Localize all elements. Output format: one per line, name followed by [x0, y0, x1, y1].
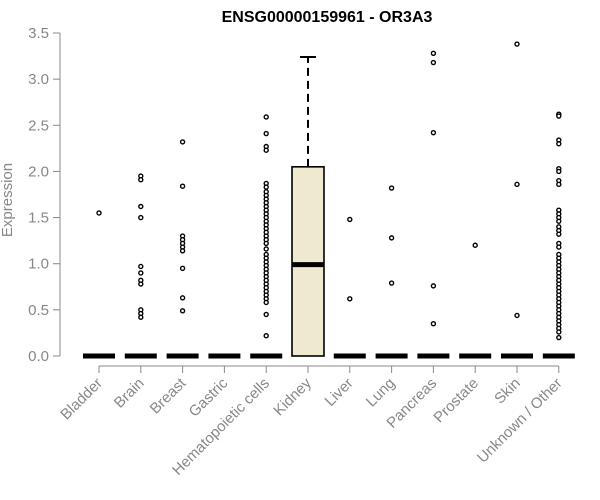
- chart-title: ENSG00000159961 - OR3A3: [222, 9, 433, 26]
- box-unknown-other: [542, 111, 575, 359]
- box-brain: [124, 173, 157, 359]
- outlier-point: [263, 332, 269, 339]
- outlier-point: [263, 184, 269, 190]
- box-kidney: [291, 55, 325, 357]
- outlier-point: [556, 334, 562, 341]
- y-tick-label: 0.0: [28, 348, 49, 365]
- outlier-point: [556, 329, 562, 335]
- outlier-point: [514, 312, 520, 319]
- outlier-point: [556, 141, 562, 147]
- x-tick-label: Liver: [322, 375, 357, 410]
- outlier-point: [263, 246, 269, 252]
- outlier-point: [556, 168, 562, 175]
- outlier-point: [556, 244, 562, 250]
- y-tick-label: 1.5: [28, 210, 49, 227]
- outlier-point: [556, 218, 562, 224]
- outlier-point: [263, 147, 269, 153]
- outlier-point: [263, 114, 269, 120]
- outlier-point: [388, 280, 395, 286]
- outlier-point: [430, 283, 437, 289]
- outlier-point: [138, 214, 144, 221]
- box-liver: [333, 216, 366, 359]
- y-tick-label: 2.5: [28, 117, 49, 134]
- outlier-point: [263, 311, 269, 318]
- outlier-point: [179, 295, 186, 301]
- outlier-point: [138, 314, 144, 320]
- x-tick-label: Kidney: [270, 374, 315, 419]
- outlier-point: [96, 210, 102, 216]
- outlier-point: [388, 185, 395, 191]
- x-tick-label: Prostate: [430, 375, 482, 427]
- outlier-point: [138, 263, 144, 270]
- y-tick-label: 0.5: [28, 302, 49, 319]
- box-prostate: [459, 242, 492, 359]
- outlier-point: [263, 130, 269, 137]
- outlier-point: [179, 139, 186, 145]
- outlier-point: [556, 231, 562, 237]
- box-bladder: [83, 210, 115, 359]
- y-tick-label: 3.5: [28, 25, 49, 42]
- outlier-point: [179, 248, 186, 254]
- y-tick-label: 1.0: [28, 256, 49, 273]
- outlier-point: [179, 265, 186, 272]
- box-lung: [375, 185, 408, 359]
- outlier-point: [430, 321, 437, 327]
- box-skin: [501, 41, 533, 359]
- x-tick-label: Breast: [147, 374, 190, 417]
- x-tick-label: Brain: [111, 375, 148, 412]
- y-axis-label: Expression: [0, 163, 16, 237]
- outlier-point: [514, 41, 520, 47]
- outlier-point: [179, 308, 186, 314]
- outlier-point: [430, 129, 437, 136]
- x-tick-label: Bladder: [57, 375, 106, 424]
- box-series: [83, 41, 575, 359]
- y-tick-label: 3.0: [28, 71, 49, 88]
- outlier-point: [388, 235, 395, 241]
- y-tick-label: 2.0: [28, 163, 49, 180]
- box-iqr: [291, 166, 325, 357]
- outlier-point: [514, 181, 520, 188]
- x-tick-label: Lung: [363, 375, 399, 411]
- outlier-point: [430, 59, 437, 66]
- outlier-point: [179, 183, 186, 189]
- outlier-point: [347, 296, 353, 302]
- outlier-point: [138, 270, 144, 276]
- box-pancreas: [417, 50, 450, 359]
- y-axis: 0.0 0.5 1.0 1.5 2.0 2.5 3.0 3.5: [28, 25, 61, 365]
- outlier-point: [472, 242, 478, 248]
- outlier-point: [263, 240, 269, 247]
- outlier-point: [138, 203, 144, 210]
- box-hematopoietic-cells: [250, 114, 283, 359]
- outlier-point: [347, 216, 353, 223]
- outlier-point: [138, 281, 144, 287]
- box-breast: [166, 139, 199, 359]
- outlier-point: [556, 181, 562, 188]
- x-tick-label: Skin: [491, 375, 524, 408]
- outlier-point: [556, 113, 562, 119]
- outlier-point: [430, 50, 437, 57]
- outlier-point: [138, 177, 144, 183]
- outlier-point: [263, 299, 269, 306]
